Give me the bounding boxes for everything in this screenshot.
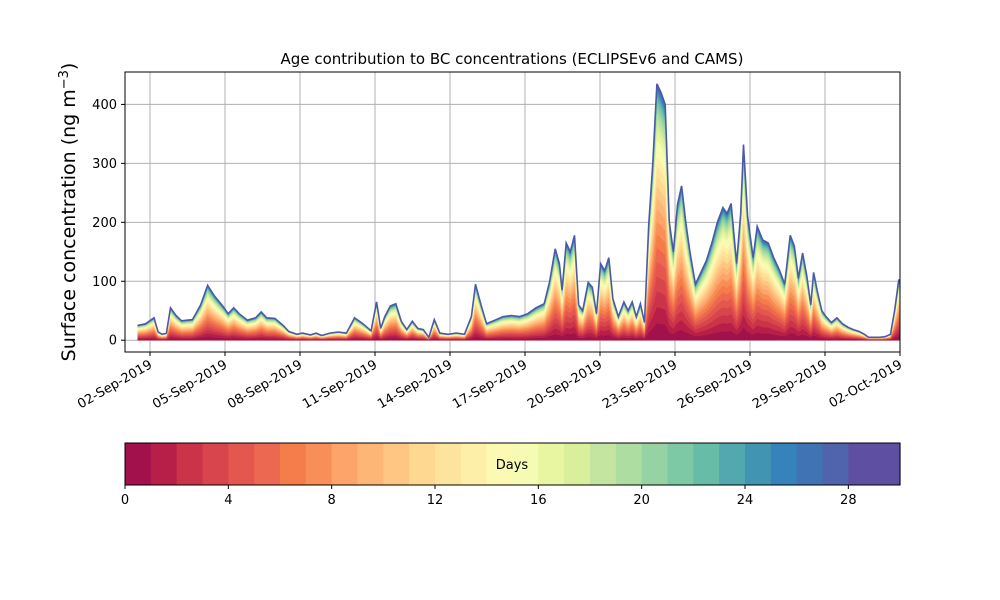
- colorbar-tick-label: 20: [633, 493, 650, 508]
- colorbar-swatch: [796, 443, 824, 485]
- colorbar-swatch: [280, 443, 307, 485]
- x-tick-label: 29-Sep-2019: [750, 357, 830, 412]
- chart-title: Age contribution to BC concentrations (E…: [281, 50, 744, 68]
- colorbar-label: Days: [496, 458, 529, 473]
- colorbar-tick-label: 4: [224, 493, 232, 508]
- colorbar-swatch: [228, 443, 255, 485]
- colorbar-swatch: [125, 443, 152, 485]
- colorbar-tick-label: 8: [328, 493, 336, 508]
- x-tick-label: 17-Sep-2019: [450, 357, 530, 412]
- y-tick-label: 300: [92, 157, 117, 172]
- age-layer-1-days: [137, 307, 900, 341]
- x-tick-label: 05-Sep-2019: [150, 357, 230, 412]
- y-tick-label: 0: [109, 334, 117, 349]
- colorbar-swatch: [305, 443, 333, 485]
- colorbar-swatch: [512, 443, 539, 485]
- age-layer-2-days: [137, 291, 900, 341]
- colorbar-swatch: [383, 443, 410, 485]
- colorbar-swatch: [745, 443, 772, 485]
- colorbar-swatch: [409, 443, 436, 485]
- colorbar-swatch: [615, 443, 643, 485]
- plot-frame: [124, 71, 901, 353]
- colorbar-ticks: 0 4 8 12 16 20 24 28: [121, 485, 857, 508]
- colorbar-tick-label: 12: [427, 493, 444, 508]
- colorbar-swatch: [150, 443, 178, 485]
- y-tick-label: 100: [92, 275, 117, 290]
- colorbar-tick-label: 16: [530, 493, 547, 508]
- colorbar-swatch: [331, 443, 359, 485]
- colorbar-tick-label: 24: [737, 493, 754, 508]
- colorbar-swatch: [667, 443, 694, 485]
- x-tick-label: 23-Sep-2019: [600, 357, 680, 412]
- colorbar-swatch: [202, 443, 229, 485]
- colorbar-frame: [124, 442, 901, 486]
- y-axis-label-close: ): [58, 63, 80, 70]
- x-tick-label: 20-Sep-2019: [525, 357, 605, 412]
- x-tick-label: 02-Oct-2019: [827, 357, 905, 411]
- colorbar-swatch: [486, 443, 514, 485]
- y-tick-label: 200: [92, 216, 117, 231]
- colorbar-swatch: [719, 443, 746, 485]
- x-tick-label: 08-Sep-2019: [225, 357, 305, 412]
- total-concentration-line: [137, 83, 900, 340]
- colorbar-swatch: [770, 443, 798, 485]
- colorbar-tick-label: 0: [121, 493, 129, 508]
- x-tick-label: 11-Sep-2019: [300, 357, 380, 412]
- age-layer-0-days: [137, 323, 900, 341]
- x-tick-label: 26-Sep-2019: [675, 357, 755, 412]
- colorbar-swatch: [357, 443, 384, 485]
- colorbar-swatch: [254, 443, 281, 485]
- colorbar-swatch: [435, 443, 462, 485]
- colorbar: [124, 442, 901, 486]
- colorbar-swatch: [564, 443, 591, 485]
- colorbar-swatch: [538, 443, 565, 485]
- x-tick-label: 02-Sep-2019: [75, 357, 155, 412]
- colorbar-swatch: [641, 443, 669, 485]
- colorbar-swatch: [176, 443, 204, 485]
- y-axis-label-main: Surface concentration (ng m: [58, 89, 80, 361]
- y-tick-label: 400: [92, 98, 117, 113]
- colorbar-swatch: [822, 443, 849, 485]
- x-axis-ticks: 02-Sep-201905-Sep-201908-Sep-201911-Sep-…: [75, 352, 905, 412]
- colorbar-swatch: [848, 443, 875, 485]
- colorbar-swatch: [693, 443, 720, 485]
- colorbar-swatch: [874, 443, 901, 485]
- colorbar-swatch: [460, 443, 488, 485]
- colorbar-tick-label: 28: [840, 493, 857, 508]
- y-axis-label-superscript: −3: [57, 70, 72, 89]
- colorbar-swatch: [590, 443, 617, 485]
- y-axis-ticks: 0 100 200 300 400: [92, 98, 125, 349]
- y-axis-label: Surface concentration (ng m−3): [57, 63, 80, 362]
- age-stacked-areas: [137, 83, 900, 341]
- x-tick-label: 14-Sep-2019: [375, 357, 455, 412]
